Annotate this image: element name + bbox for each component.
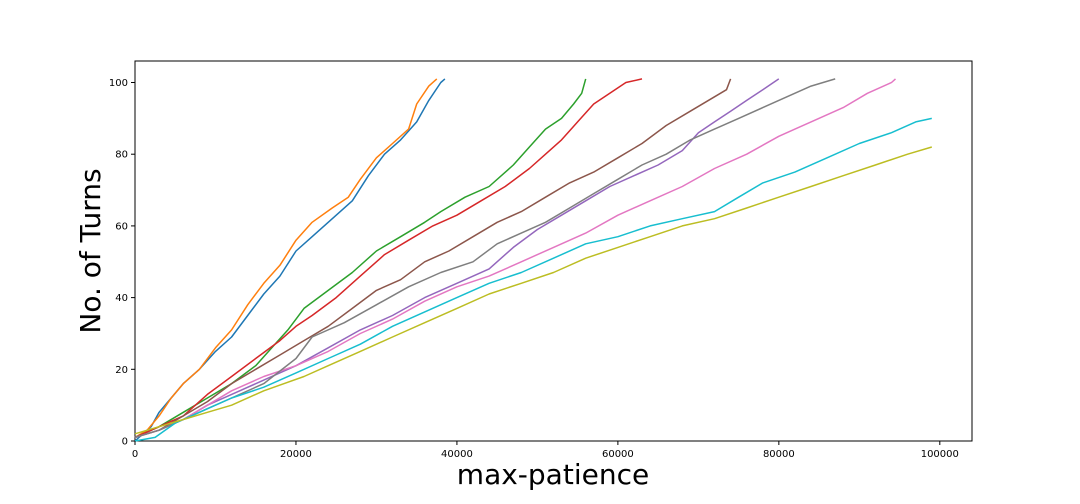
x-axis-ticks: 0 20000 40000 60000 80000 100000: [132, 441, 959, 460]
x-axis-title: max-patience: [457, 458, 649, 491]
series-line-10: [134, 146, 933, 435]
y-tick-label: 100: [109, 78, 128, 89]
y-tick-label: 40: [115, 293, 128, 304]
x-tick-label: 20000: [280, 449, 312, 460]
series-line-3: [134, 78, 587, 439]
series-layer: [134, 78, 933, 442]
series-line-7: [134, 78, 897, 439]
x-tick-label: 0: [132, 449, 138, 460]
plot-frame: [134, 60, 973, 442]
series-line-4: [134, 78, 643, 439]
x-tick-label: 100000: [921, 449, 959, 460]
series-line-5: [134, 78, 780, 439]
series-line-2: [134, 78, 438, 439]
y-axis-ticks: 0 20 40 60 80 100: [109, 78, 135, 448]
series-line-9: [134, 117, 932, 442]
y-tick-label: 0: [122, 437, 128, 448]
y-axis-title: No. of Turns: [74, 168, 107, 333]
series-line-8: [134, 78, 836, 439]
x-tick-label: 40000: [441, 449, 473, 460]
x-tick-label: 60000: [602, 449, 634, 460]
y-tick-label: 20: [115, 365, 128, 376]
y-tick-label: 60: [115, 221, 128, 232]
series-line-6: [134, 78, 732, 439]
y-tick-label: 80: [115, 150, 128, 161]
x-tick-label: 80000: [763, 449, 795, 460]
